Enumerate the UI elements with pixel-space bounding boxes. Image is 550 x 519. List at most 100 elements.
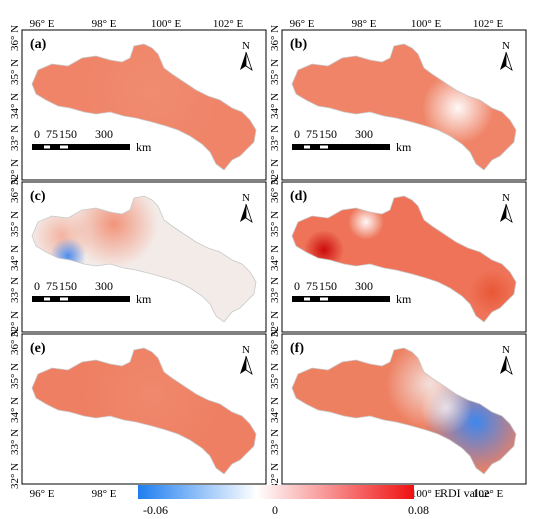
lat-tick-label: 32° N	[9, 159, 21, 185]
svg-text:0: 0	[34, 279, 40, 293]
lat-tick-label: 32° N	[9, 311, 21, 337]
lat-tick-label: 36° N	[269, 177, 281, 203]
legend-max-label: 0.08	[408, 503, 429, 517]
lon-tick-label: 96° E	[30, 18, 55, 30]
region-outline	[31, 195, 257, 323]
panel-label: (b)	[290, 37, 307, 52]
legend-title: RDI value	[440, 486, 490, 500]
svg-text:150: 150	[319, 127, 337, 141]
svg-text:75: 75	[306, 279, 318, 293]
svg-text:300: 300	[95, 279, 113, 293]
lat-tick-label: 34° N	[9, 93, 21, 119]
svg-text:150: 150	[59, 279, 77, 293]
scale-bar: 0 75 150 300 km	[32, 127, 152, 154]
svg-text:300: 300	[355, 127, 373, 141]
lat-tick-label: 35° N	[269, 59, 281, 85]
lat-tick-label: 36° N	[9, 25, 21, 51]
lat-tick-label: 32° N	[269, 463, 281, 489]
lon-tick-label: 96° E	[290, 18, 315, 30]
map-panel: (a) N 0 75 150 300 km 96° E 98° E 100° E 102° E 36°…	[9, 18, 267, 185]
lon-tick-label: 100° E	[411, 488, 442, 500]
svg-text:0: 0	[34, 127, 40, 141]
region-outline	[291, 347, 517, 475]
lat-tick-label: 35° N	[269, 211, 281, 237]
lon-tick-label: 98° E	[92, 18, 117, 30]
svg-text:km: km	[396, 292, 412, 306]
north-arrow-icon: N	[240, 344, 253, 375]
lat-tick-label: 32° N	[269, 159, 281, 185]
lat-tick-label: 36° N	[9, 177, 21, 203]
lon-tick-label: 98° E	[352, 18, 377, 30]
lat-tick-label: 33° N	[9, 277, 21, 303]
lat-tick-label: 36° N	[9, 329, 21, 355]
svg-text:75: 75	[46, 279, 58, 293]
svg-text:km: km	[396, 140, 412, 154]
north-arrow-icon: N	[500, 344, 513, 375]
lat-tick-label: 35° N	[9, 211, 21, 237]
legend-mid-label: 0	[272, 503, 278, 517]
panel-label: (d)	[290, 189, 307, 204]
north-arrow-icon: N	[240, 40, 253, 71]
map-panel: (c) N 0 75 150 300 km 36° N 35° N 34° N 33° N 32° N	[9, 177, 267, 337]
lat-tick-label: 32° N	[269, 311, 281, 337]
svg-text:300: 300	[95, 127, 113, 141]
north-arrow-icon: N	[500, 192, 513, 223]
region-outline	[31, 347, 257, 475]
svg-text:N: N	[502, 192, 510, 204]
lat-tick-label: 34° N	[9, 397, 21, 423]
svg-text:km: km	[136, 292, 152, 306]
lat-tick-label: 32° N	[9, 463, 21, 489]
svg-text:N: N	[242, 192, 250, 204]
map-panel: (d) N 0 75 150 300 km 36° N 35° N 34° N 33° N 32° N	[269, 177, 527, 337]
lat-tick-label: 34° N	[269, 93, 281, 119]
svg-text:75: 75	[306, 127, 318, 141]
lat-tick-label: 33° N	[9, 429, 21, 455]
svg-text:150: 150	[319, 279, 337, 293]
lat-tick-label: 33° N	[269, 429, 281, 455]
scale-bar: 0 75 150 300 km	[292, 127, 412, 154]
svg-text:0: 0	[294, 127, 300, 141]
lat-tick-label: 35° N	[9, 363, 21, 389]
svg-text:km: km	[136, 140, 152, 154]
region-outline	[31, 43, 257, 171]
region-outline	[291, 195, 517, 323]
scale-bar: 0 75 150 300 km	[32, 279, 152, 306]
svg-text:N: N	[242, 344, 250, 356]
panel-label: (e)	[30, 341, 46, 356]
svg-text:N: N	[242, 40, 250, 52]
svg-text:75: 75	[46, 127, 58, 141]
panel-label: (a)	[30, 37, 47, 52]
north-arrow-icon: N	[500, 40, 513, 71]
svg-text:300: 300	[355, 279, 373, 293]
svg-text:0: 0	[294, 279, 300, 293]
lat-tick-label: 35° N	[9, 59, 21, 85]
lon-tick-label: 98° E	[92, 488, 117, 500]
lon-tick-label: 96° E	[30, 488, 55, 500]
lat-tick-label: 34° N	[269, 245, 281, 271]
lat-tick-label: 33° N	[269, 277, 281, 303]
lon-tick-label: 102° E	[473, 18, 504, 30]
lat-tick-label: 34° N	[9, 245, 21, 271]
north-arrow-icon: N	[240, 192, 253, 223]
map-panel: (b) N 0 75 150 300 km 96° E 98° E 100° E 102° E 36°…	[269, 18, 527, 185]
lat-tick-label: 33° N	[269, 125, 281, 151]
lat-tick-label: 33° N	[9, 125, 21, 151]
lat-tick-label: 35° N	[269, 363, 281, 389]
svg-text:N: N	[502, 40, 510, 52]
region-outline	[291, 43, 517, 171]
svg-text:N: N	[502, 344, 510, 356]
lat-tick-label: 36° N	[269, 25, 281, 51]
legend-min-label: -0.06	[143, 503, 168, 517]
lon-tick-label: 100° E	[151, 18, 182, 30]
lon-tick-label: 100° E	[411, 18, 442, 30]
lon-tick-label: 102° E	[473, 488, 504, 500]
panel-label: (f)	[290, 341, 304, 356]
legend-colorbar	[138, 485, 414, 499]
lon-tick-label: 102° E	[213, 18, 244, 30]
lat-tick-label: 34° N	[269, 397, 281, 423]
scale-bar: 0 75 150 300 km	[292, 279, 412, 306]
panel-label: (c)	[30, 189, 46, 204]
